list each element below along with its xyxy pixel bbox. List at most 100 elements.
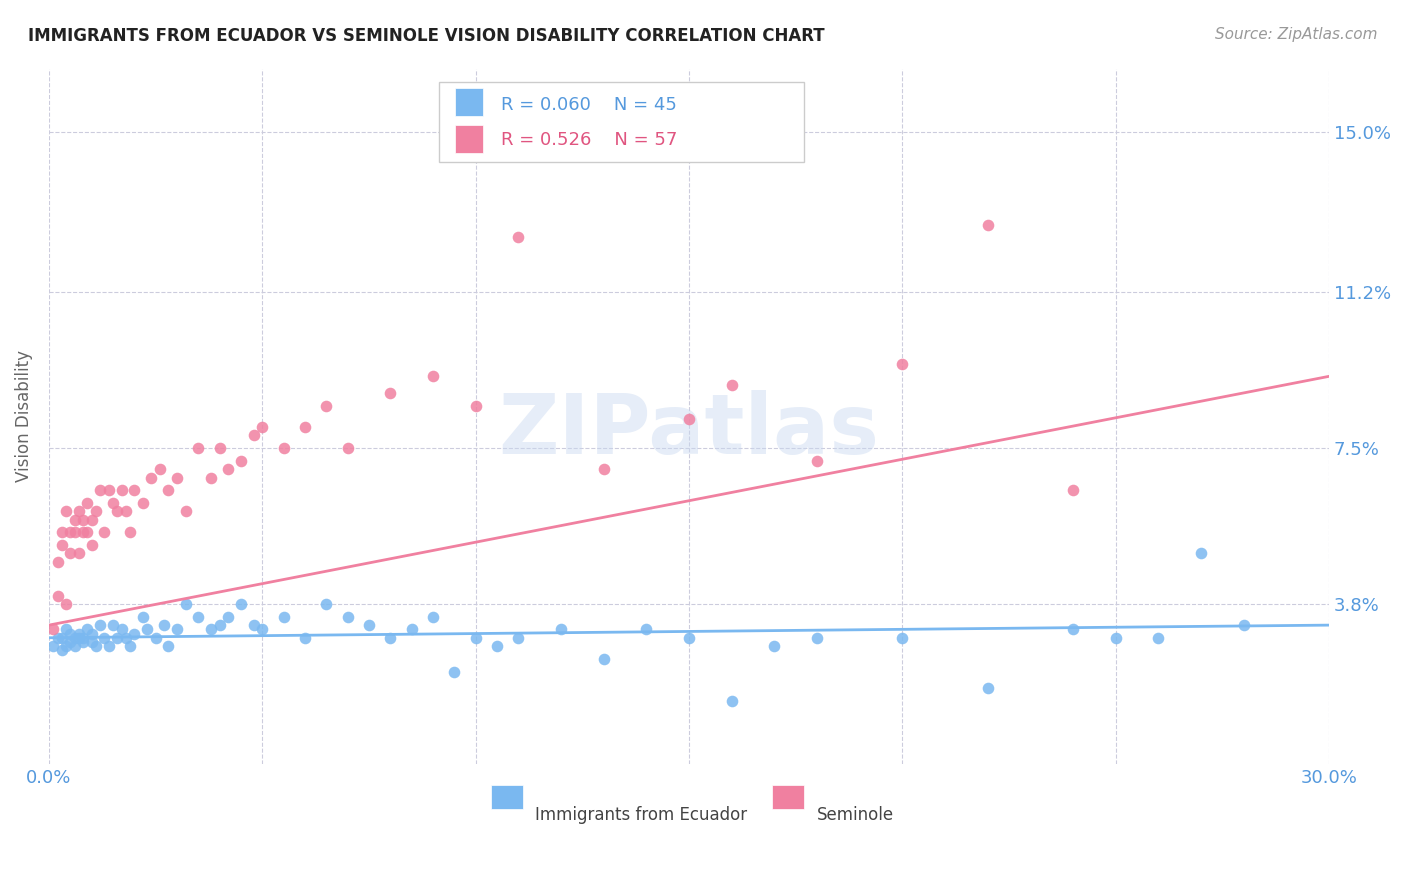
Point xyxy=(229,453,252,467)
Point xyxy=(229,597,252,611)
Point xyxy=(252,623,274,637)
Text: Seminole: Seminole xyxy=(817,806,894,824)
Point xyxy=(187,609,209,624)
Point xyxy=(114,504,136,518)
FancyBboxPatch shape xyxy=(454,125,482,153)
Point xyxy=(208,441,231,455)
Point xyxy=(67,504,90,518)
Point xyxy=(63,631,86,645)
Point xyxy=(63,525,86,540)
Point xyxy=(315,597,337,611)
Point xyxy=(891,357,914,371)
Point xyxy=(357,618,380,632)
Point xyxy=(59,635,82,649)
Point xyxy=(153,618,176,632)
Text: R = 0.060    N = 45: R = 0.060 N = 45 xyxy=(501,95,676,114)
Point xyxy=(76,496,98,510)
Point xyxy=(89,618,111,632)
Point xyxy=(105,504,128,518)
Point xyxy=(273,441,295,455)
Point xyxy=(976,218,998,232)
Point xyxy=(51,631,73,645)
Point xyxy=(294,420,316,434)
Point xyxy=(294,631,316,645)
Point xyxy=(51,643,73,657)
Point xyxy=(63,639,86,653)
Point xyxy=(97,639,120,653)
Point xyxy=(1189,546,1212,560)
Point xyxy=(763,639,786,653)
Point xyxy=(806,631,828,645)
Point xyxy=(242,618,264,632)
Point xyxy=(464,631,486,645)
Point xyxy=(592,462,614,476)
Point xyxy=(59,626,82,640)
Point xyxy=(132,609,155,624)
Text: R = 0.526    N = 57: R = 0.526 N = 57 xyxy=(501,131,678,149)
Point xyxy=(401,623,423,637)
Point xyxy=(678,631,700,645)
Point xyxy=(315,399,337,413)
Point xyxy=(157,639,180,653)
Point xyxy=(806,453,828,467)
Point xyxy=(422,609,444,624)
Point xyxy=(124,483,146,498)
Point xyxy=(1147,631,1170,645)
Point xyxy=(157,483,180,498)
Point xyxy=(508,230,530,244)
Point xyxy=(76,623,98,637)
Point xyxy=(1062,483,1084,498)
Point xyxy=(592,652,614,666)
Point xyxy=(46,555,69,569)
Point xyxy=(118,639,141,653)
Point xyxy=(136,623,159,637)
Point xyxy=(464,399,486,413)
Point xyxy=(80,513,103,527)
Point xyxy=(55,504,77,518)
Point xyxy=(80,626,103,640)
Point xyxy=(422,369,444,384)
Point xyxy=(67,546,90,560)
Point xyxy=(174,504,197,518)
Point xyxy=(273,609,295,624)
Text: Immigrants from Ecuador: Immigrants from Ecuador xyxy=(536,806,748,824)
Point xyxy=(208,618,231,632)
Point xyxy=(678,411,700,425)
Point xyxy=(80,538,103,552)
Point xyxy=(720,694,742,708)
Point xyxy=(485,639,508,653)
Point xyxy=(51,538,73,552)
Point xyxy=(174,597,197,611)
Point xyxy=(252,420,274,434)
Point xyxy=(72,631,94,645)
Point xyxy=(636,623,658,637)
Point xyxy=(242,428,264,442)
Point xyxy=(72,635,94,649)
Point xyxy=(118,525,141,540)
Point xyxy=(124,626,146,640)
Point xyxy=(67,631,90,645)
Point xyxy=(336,441,359,455)
Point xyxy=(42,623,65,637)
Point xyxy=(59,525,82,540)
FancyBboxPatch shape xyxy=(454,88,482,116)
Point xyxy=(550,623,572,637)
Point xyxy=(55,597,77,611)
Point xyxy=(149,462,172,476)
Point xyxy=(720,377,742,392)
Point xyxy=(166,470,188,484)
Point xyxy=(200,623,222,637)
Point xyxy=(1233,618,1256,632)
Point xyxy=(891,631,914,645)
Text: IMMIGRANTS FROM ECUADOR VS SEMINOLE VISION DISABILITY CORRELATION CHART: IMMIGRANTS FROM ECUADOR VS SEMINOLE VISI… xyxy=(28,27,825,45)
Point xyxy=(63,513,86,527)
Point xyxy=(217,609,239,624)
Y-axis label: Vision Disability: Vision Disability xyxy=(15,351,32,483)
Point xyxy=(72,513,94,527)
Point xyxy=(110,623,132,637)
Point xyxy=(89,483,111,498)
Point xyxy=(380,386,402,401)
Point xyxy=(46,631,69,645)
Point xyxy=(187,441,209,455)
Point xyxy=(200,470,222,484)
